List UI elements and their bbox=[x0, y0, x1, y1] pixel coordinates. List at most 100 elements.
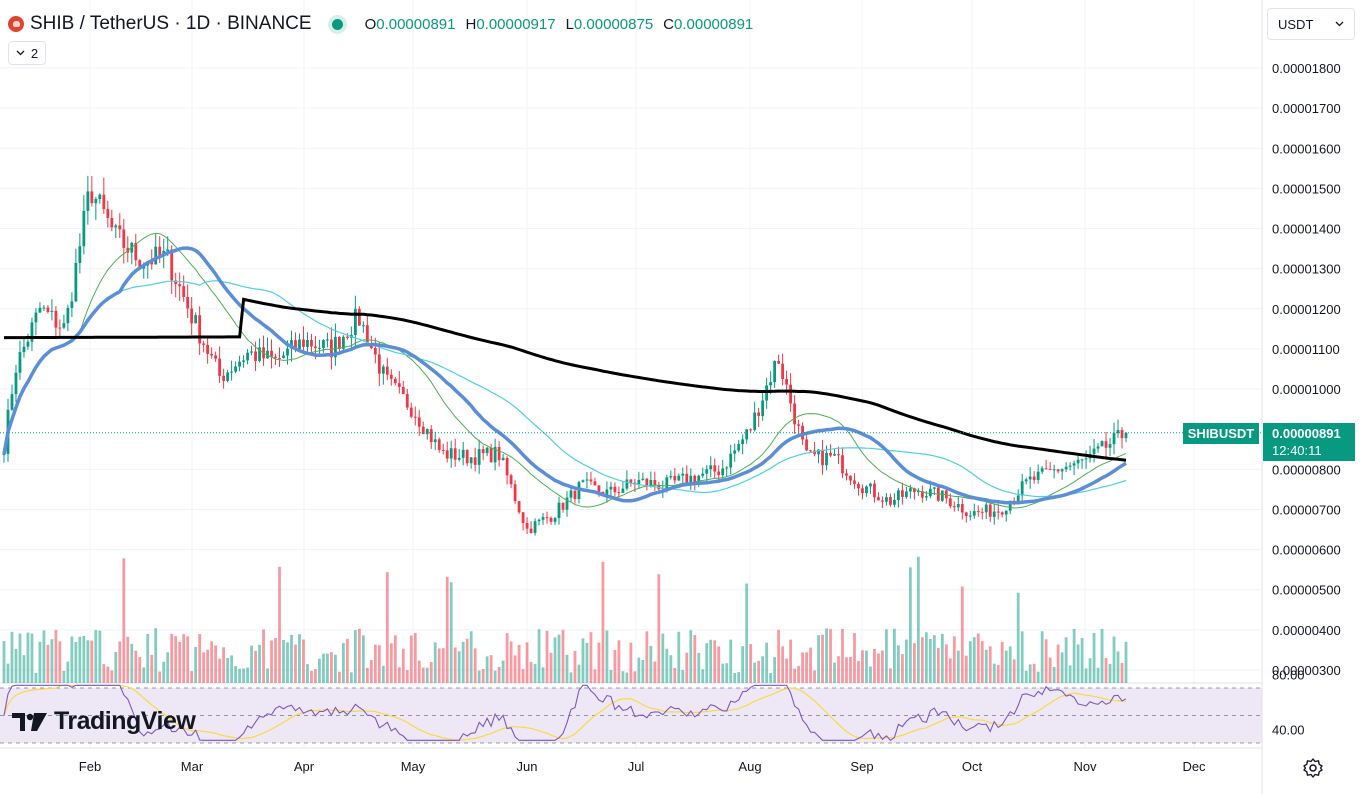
volume-bar bbox=[361, 635, 365, 683]
high-label: H bbox=[465, 15, 477, 33]
candle-body bbox=[66, 307, 70, 324]
volume-bar bbox=[1016, 592, 1020, 683]
candle-body bbox=[437, 439, 441, 450]
volume-bar bbox=[761, 656, 765, 683]
candle-body bbox=[226, 372, 229, 381]
volume-bar bbox=[589, 632, 593, 683]
volume-bar bbox=[258, 644, 261, 683]
candle-body bbox=[1092, 448, 1096, 454]
volume-bar bbox=[853, 633, 856, 683]
volume-bar bbox=[908, 567, 912, 683]
rsi-ma-line bbox=[3, 684, 1127, 741]
tradingview-logo[interactable]: TradingView bbox=[12, 706, 196, 736]
volume-bar bbox=[42, 630, 46, 683]
volume-bar bbox=[314, 669, 317, 683]
candle-body bbox=[381, 366, 385, 374]
volume-bar bbox=[218, 658, 222, 683]
symbol-title[interactable]: SHIB / TetherUS · 1D · BINANCE bbox=[30, 13, 312, 34]
candle-body bbox=[1028, 476, 1032, 480]
candle-body bbox=[194, 315, 198, 324]
volume-bar bbox=[793, 668, 796, 683]
candle-body bbox=[825, 452, 828, 466]
volume-bar bbox=[405, 669, 409, 683]
volume-bar bbox=[904, 639, 908, 683]
candle-body bbox=[214, 355, 218, 359]
volume-bar bbox=[250, 645, 253, 683]
volume-bar bbox=[805, 652, 808, 683]
candle-body bbox=[637, 479, 641, 485]
volume-bar bbox=[829, 629, 832, 683]
candle-body bbox=[94, 199, 98, 204]
candle-body bbox=[413, 416, 417, 418]
volume-bar bbox=[310, 670, 313, 683]
indicators-count: 2 bbox=[30, 45, 39, 61]
volume-bar bbox=[322, 653, 325, 683]
volume-bar bbox=[685, 652, 689, 683]
volume-bar bbox=[1116, 651, 1120, 683]
volume-bar bbox=[885, 629, 888, 683]
candle-body bbox=[908, 488, 912, 492]
candle-body bbox=[421, 426, 425, 435]
ma-20-line bbox=[3, 232, 1127, 509]
volume-bar bbox=[881, 650, 884, 683]
volume-bar bbox=[517, 644, 521, 683]
candle-body bbox=[222, 375, 226, 381]
volume-bar bbox=[38, 641, 42, 683]
volume-bar bbox=[1104, 658, 1108, 683]
volume-bar bbox=[10, 631, 14, 683]
volume-bar bbox=[845, 657, 848, 683]
candle-body bbox=[477, 449, 481, 465]
candle-body bbox=[737, 444, 741, 451]
candle-body bbox=[980, 511, 984, 513]
candle-body bbox=[453, 448, 457, 460]
settings-gear-icon[interactable] bbox=[1301, 756, 1325, 780]
volume-bar bbox=[609, 669, 613, 683]
candle-body bbox=[956, 504, 960, 508]
volume-bar bbox=[753, 662, 757, 683]
volume-bar bbox=[1068, 665, 1072, 683]
volume-bar bbox=[992, 663, 996, 683]
volume-bar bbox=[286, 642, 289, 683]
candle-body bbox=[250, 351, 253, 353]
candle-body bbox=[54, 310, 58, 328]
candle-body bbox=[234, 366, 237, 372]
volume-bar bbox=[781, 646, 785, 683]
volume-bar bbox=[789, 639, 792, 683]
indicators-toggle-button[interactable]: 2 bbox=[8, 41, 46, 65]
candle-body bbox=[753, 412, 757, 430]
candle-body bbox=[377, 354, 381, 374]
volume-bar bbox=[318, 658, 321, 683]
volume-bar bbox=[964, 655, 968, 683]
volume-bar bbox=[254, 650, 257, 683]
volume-bar bbox=[389, 643, 393, 683]
volume-bar bbox=[194, 647, 198, 683]
candle-body bbox=[98, 194, 102, 200]
volume-bar bbox=[621, 671, 625, 683]
volume-bar bbox=[90, 640, 94, 683]
volume-bar bbox=[741, 646, 745, 683]
volume-bar bbox=[1036, 671, 1040, 683]
candle-body bbox=[1064, 466, 1068, 470]
volume-bar bbox=[206, 649, 210, 683]
volume-bar bbox=[912, 643, 916, 683]
price-tick-label: 0.00001100 bbox=[1272, 342, 1340, 357]
volume-bar bbox=[960, 586, 964, 683]
candle-body bbox=[685, 473, 689, 484]
volume-bar bbox=[920, 637, 924, 683]
volume-bars bbox=[2, 556, 1128, 683]
volume-bar bbox=[6, 663, 10, 683]
candle-body bbox=[401, 386, 405, 395]
volume-bar bbox=[18, 633, 22, 683]
volume-bar bbox=[501, 660, 505, 683]
candle-body bbox=[2, 453, 6, 455]
candle-body bbox=[202, 343, 206, 345]
candle-body bbox=[1040, 468, 1044, 472]
currency-select[interactable]: USDT bbox=[1267, 8, 1355, 40]
candle-body bbox=[920, 491, 924, 498]
volume-bar bbox=[154, 628, 158, 683]
market-status-icon bbox=[331, 18, 343, 30]
volume-bar bbox=[561, 629, 565, 683]
volume-bar bbox=[110, 670, 114, 683]
volume-bar bbox=[46, 644, 50, 683]
